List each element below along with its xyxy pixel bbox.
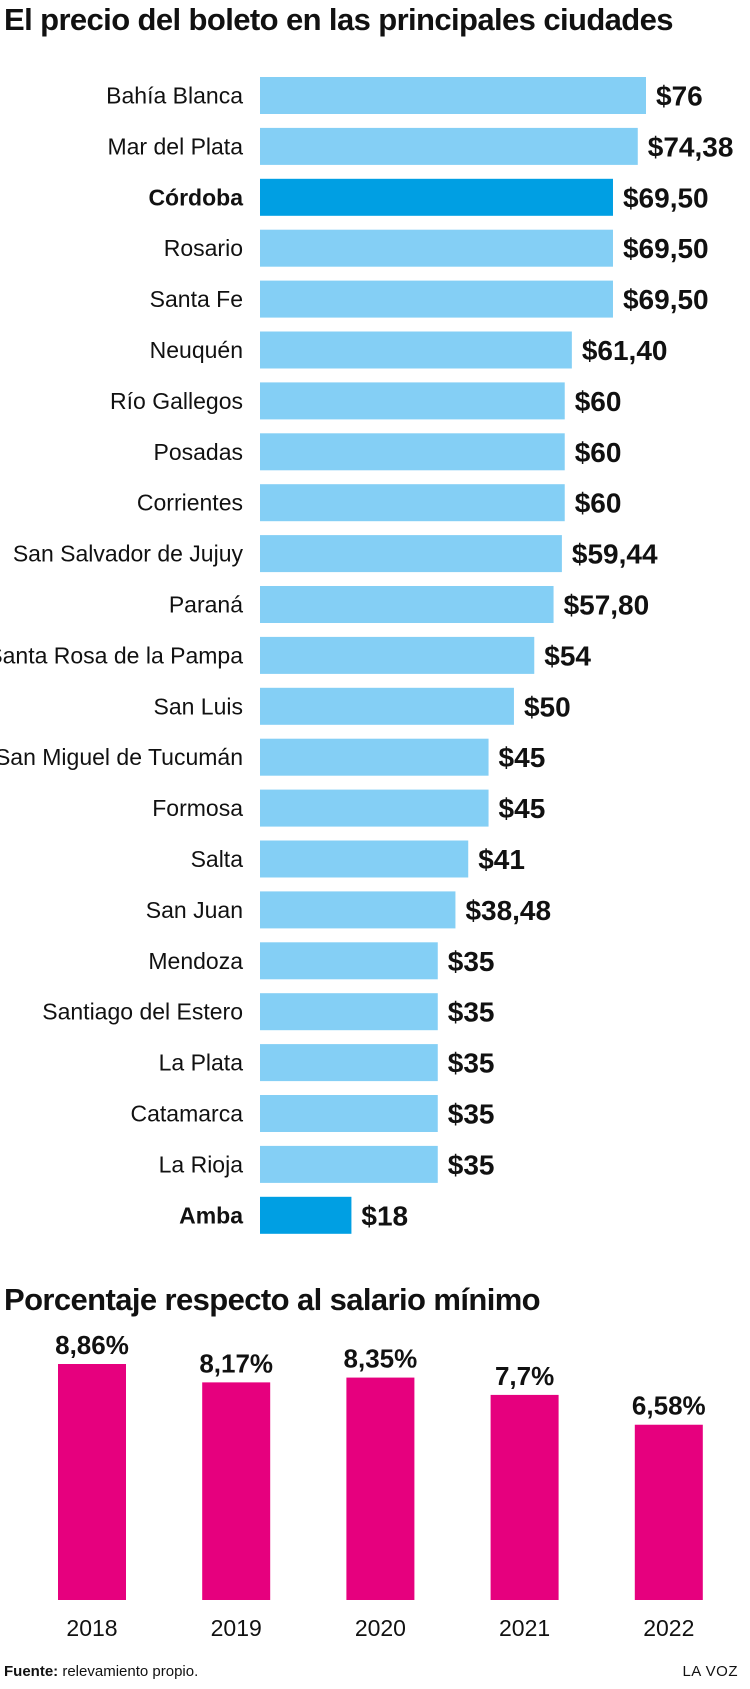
- price-bar: [260, 586, 554, 623]
- price-bar: [260, 687, 514, 725]
- price-value-label: $50: [524, 691, 571, 722]
- price-bar: [260, 280, 613, 318]
- percentage-column: [58, 1364, 126, 1600]
- price-value-label: $38,48: [465, 895, 551, 926]
- category-label: Catamarca: [131, 1101, 244, 1127]
- category-label: La Rioja: [159, 1151, 244, 1177]
- price-bar: [260, 382, 565, 420]
- category-label: San Juan: [146, 897, 243, 923]
- chart-title-ticket-price: El precio del boleto en las principales …: [4, 2, 674, 37]
- price-value-label: $69,50: [623, 284, 709, 315]
- price-value-label: $69,50: [623, 233, 709, 264]
- category-label: Río Gallegos: [110, 388, 243, 414]
- price-value-label: $35: [448, 1048, 495, 1079]
- category-label: Santa Rosa de la Pampa: [0, 642, 243, 668]
- percentage-value-label: 8,35%: [344, 1344, 418, 1374]
- category-label: Salta: [191, 846, 244, 872]
- price-bar: [260, 891, 456, 929]
- category-label: Paraná: [169, 592, 243, 618]
- price-bar: [260, 1095, 438, 1132]
- price-value-label: $18: [361, 1200, 408, 1231]
- percentage-value-label: 7,7%: [495, 1361, 554, 1391]
- price-value-label: $59,44: [572, 539, 658, 570]
- category-label: San Salvador de Jujuy: [13, 541, 244, 567]
- price-bar: [260, 484, 565, 522]
- price-bar: [260, 229, 613, 267]
- price-bar: [260, 1044, 438, 1082]
- price-value-label: $61,40: [582, 335, 668, 366]
- year-label: 2018: [66, 1615, 117, 1641]
- brand-logo-text: LA VOZ: [682, 1663, 738, 1680]
- price-value-label: $35: [448, 997, 495, 1028]
- price-value-label: $54: [544, 640, 591, 671]
- price-bar: [260, 1196, 352, 1234]
- year-label: 2020: [355, 1615, 406, 1641]
- category-label: Santa Fe: [150, 286, 243, 312]
- price-value-label: $57,80: [564, 590, 650, 621]
- price-value-label: $45: [499, 742, 546, 773]
- category-label: Mar del Plata: [107, 133, 243, 159]
- year-label: 2021: [499, 1615, 550, 1641]
- source-label: Fuente:: [4, 1663, 59, 1680]
- percentage-value-label: 6,58%: [632, 1391, 706, 1421]
- price-value-label: $74,38: [648, 131, 734, 162]
- price-bar: [260, 178, 613, 216]
- price-value-label: $45: [499, 793, 546, 824]
- category-label: Bahía Blanca: [106, 83, 243, 109]
- category-label: Mendoza: [148, 948, 243, 974]
- price-value-label: $76: [656, 81, 703, 112]
- price-value-label: $60: [575, 386, 622, 417]
- percentage-column: [346, 1377, 415, 1600]
- year-label: 2019: [211, 1615, 262, 1641]
- category-label: Formosa: [152, 795, 243, 821]
- chart-title-minimum-wage: Porcentaje respecto al salario mínimo: [4, 1282, 541, 1317]
- price-bar: [260, 636, 535, 674]
- category-label: San Luis: [153, 693, 243, 719]
- price-bar: [260, 433, 565, 471]
- price-bar: [260, 993, 438, 1031]
- price-value-label: $41: [478, 844, 525, 875]
- percentage-column: [634, 1424, 703, 1600]
- ticket-price-bar-chart: Bahía Blanca $76 Mar del Plata $74,38 Córdob…: [0, 77, 734, 1234]
- price-value-label: $35: [448, 1099, 495, 1130]
- price-bar: [260, 738, 489, 776]
- category-label: La Plata: [159, 1050, 244, 1076]
- percentage-value-label: 8,86%: [55, 1330, 129, 1360]
- category-label: San Miguel de Tucumán: [0, 744, 243, 770]
- price-bar: [260, 789, 489, 827]
- price-bar: [260, 840, 469, 878]
- category-label: Amba: [179, 1202, 243, 1228]
- source-text: relevamiento propio.: [58, 1663, 199, 1680]
- percentage-column: [202, 1382, 271, 1600]
- price-value-label: $60: [575, 437, 622, 468]
- percentage-column: [490, 1394, 559, 1600]
- price-value-label: $69,50: [623, 182, 709, 213]
- category-label: Santiago del Estero: [42, 999, 243, 1025]
- category-label: Neuquén: [150, 337, 243, 363]
- price-value-label: $35: [448, 1149, 495, 1180]
- price-bar: [260, 1145, 438, 1183]
- category-label: Córdoba: [148, 184, 243, 210]
- price-bar: [260, 77, 646, 114]
- price-bar: [260, 331, 572, 369]
- price-bar: [260, 942, 438, 980]
- price-bar: [260, 535, 562, 573]
- price-value-label: $35: [448, 946, 495, 977]
- category-label: Posadas: [153, 439, 243, 465]
- source-note: Fuente: relevamiento propio.: [4, 1663, 198, 1680]
- category-label: Corrientes: [137, 490, 243, 516]
- price-bar: [260, 127, 638, 165]
- category-label: Rosario: [164, 235, 243, 261]
- minimum-wage-column-chart: 8,86% 2018 8,17% 2019 8,35% 2020 7,7% 2021 6,58%…: [55, 1330, 706, 1641]
- year-label: 2022: [643, 1615, 694, 1641]
- price-value-label: $60: [575, 488, 622, 519]
- percentage-value-label: 8,17%: [199, 1348, 273, 1378]
